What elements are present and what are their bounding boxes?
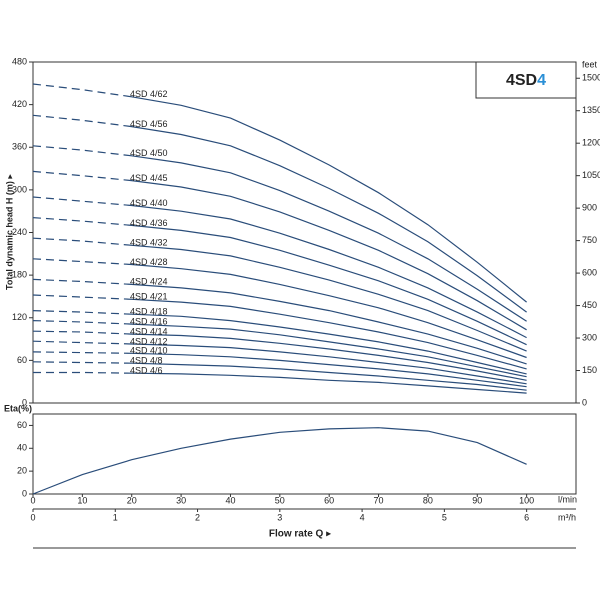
y2-tick-label: 1350: [582, 105, 600, 115]
x-tick-label: 70: [374, 495, 384, 505]
curve: [32, 320, 527, 378]
x-tick-label: 100: [519, 495, 534, 505]
curve: [32, 278, 527, 365]
curve-label: 4SD 4/32: [130, 238, 168, 248]
y-tick-label: 60: [17, 420, 27, 430]
curve-label: 4SD 4/18: [130, 307, 168, 317]
y2-tick-label: 150: [582, 365, 597, 375]
curve: [33, 371, 527, 394]
x-tick-label: 50: [275, 495, 285, 505]
y-tick-label: 0: [22, 397, 27, 407]
curve-label: 4SD 4/21: [130, 292, 168, 302]
curve: [32, 351, 527, 388]
curve-label: 4SD 4/6: [130, 366, 163, 376]
curve-label: 4SD 4/10: [130, 346, 168, 356]
x-tick-label: 40: [225, 495, 235, 505]
y2-tick-label: 450: [582, 300, 597, 310]
curve: [32, 294, 527, 370]
x2-unit: m³/h: [558, 512, 576, 522]
plot-frame: [32, 413, 577, 495]
plot-frame: [32, 61, 577, 404]
x-tick-label: 80: [423, 495, 433, 505]
curve-label: 4SD 4/14: [130, 326, 168, 336]
curve: [32, 83, 527, 303]
x-tick-label: 60: [324, 495, 334, 505]
curve-label: 4SD 4/12: [130, 336, 168, 346]
y2-tick-label: 900: [582, 203, 597, 213]
y2-tick-label: 750: [582, 235, 597, 245]
y2-tick-label: 0: [582, 397, 587, 407]
y-tick-label: 480: [12, 56, 27, 66]
curve-label: 4SD 4/40: [130, 198, 168, 208]
curve: [32, 217, 527, 346]
y-tick-label: 0: [22, 488, 27, 498]
curve-label: 4SD 4/45: [130, 173, 168, 183]
x2-tick-label: 5: [442, 512, 447, 522]
y-tick-label: 420: [12, 99, 27, 109]
curve-label: 4SD 4/16: [130, 317, 168, 327]
x-tick-label: 0: [30, 495, 35, 505]
x-unit: l/min: [558, 494, 577, 504]
y-tick-label: 60: [17, 355, 27, 365]
x-tick-label: 30: [176, 495, 186, 505]
x-tick-label: 20: [127, 495, 137, 505]
y-axis-title: Total dynamic head H (m) ▸: [4, 174, 14, 290]
curve: [32, 237, 527, 352]
y-tick-label: 180: [12, 270, 27, 280]
badge-text: 4SD: [506, 72, 537, 89]
curve-label: 4SD 4/50: [130, 148, 168, 158]
curve: [32, 145, 527, 322]
y-tick-label: 120: [12, 312, 27, 322]
curve: [32, 340, 527, 385]
y2-tick-label: 1500: [582, 73, 600, 83]
x-tick-label: 90: [472, 495, 482, 505]
y-tick-label: 20: [17, 466, 27, 476]
y2-axis-title: feet: [582, 59, 598, 69]
curve: [32, 258, 527, 359]
x-tick-label: 10: [77, 495, 87, 505]
curve: [32, 114, 527, 313]
curve-label: 4SD 4/36: [130, 218, 168, 228]
curve: [32, 170, 527, 331]
y2-tick-label: 300: [582, 332, 597, 342]
curve: [32, 330, 527, 381]
x2-tick-label: 3: [277, 512, 282, 522]
x2-tick-label: 2: [195, 512, 200, 522]
x-axis-title: Flow rate Q ▸: [269, 529, 331, 540]
y-tick-label: 300: [12, 184, 27, 194]
x2-tick-label: 0: [30, 512, 35, 522]
curve: [32, 427, 527, 495]
y2-tick-label: 600: [582, 267, 597, 277]
x2-tick-label: 6: [524, 512, 529, 522]
curve-label: 4SD 4/24: [130, 277, 168, 287]
y2-tick-label: 1200: [582, 138, 600, 148]
curve-label: 4SD 4/8: [130, 356, 163, 366]
curve-label: 4SD 4/28: [130, 257, 168, 267]
badge: 4SD4: [506, 72, 546, 89]
x2-tick-label: 1: [113, 512, 118, 522]
y-tick-label: 240: [12, 227, 27, 237]
y-tick-label: 40: [17, 443, 27, 453]
curve-label: 4SD 4/56: [130, 119, 168, 129]
badge-highlight: 4: [537, 72, 546, 89]
y2-tick-label: 1050: [582, 170, 600, 180]
curve-label: 4SD 4/62: [130, 89, 168, 99]
x2-tick-label: 4: [360, 512, 365, 522]
curve: [32, 310, 527, 375]
curve: [32, 196, 527, 339]
curve: [32, 361, 527, 391]
y-tick-label: 360: [12, 142, 27, 152]
eta-axis-title: Eta(%): [4, 403, 32, 413]
